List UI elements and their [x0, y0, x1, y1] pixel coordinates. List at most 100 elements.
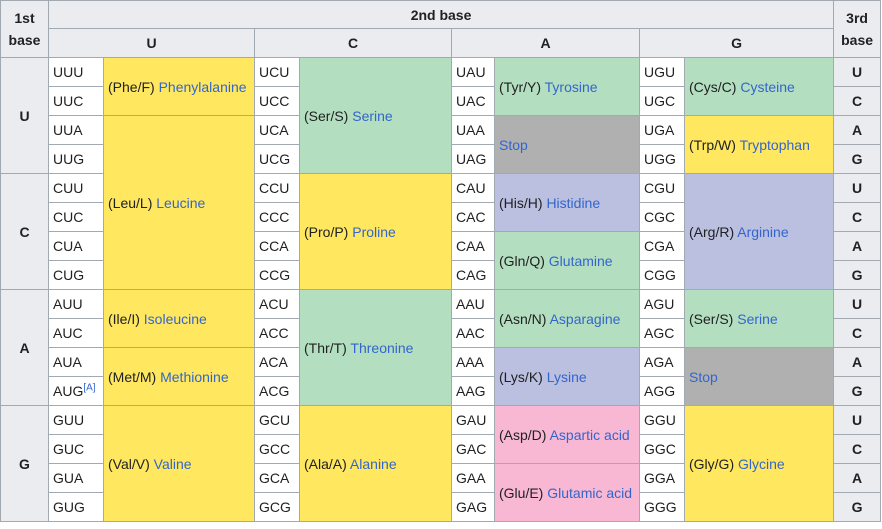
third-base-g: G — [833, 260, 882, 290]
codon-cell: AAA — [451, 347, 495, 377]
second-base-g: G — [638, 28, 835, 58]
aspartic-acid-link[interactable]: Aspartic acid — [549, 426, 630, 443]
phenylalanine-link[interactable]: Phenylalanine — [158, 78, 247, 95]
third-base-u: U — [833, 173, 882, 203]
glycine-link[interactable]: Glycine — [738, 455, 785, 472]
codon-text: AUG — [53, 383, 84, 399]
asparagine-link[interactable]: Asparagine — [549, 310, 621, 327]
serine-link[interactable]: Serine — [352, 107, 393, 124]
lysine-link[interactable]: Lysine — [546, 368, 587, 385]
aa-abbr: (Glu/E) — [499, 484, 544, 501]
leucine-link[interactable]: Leucine — [156, 194, 206, 211]
codon-cell: AAU — [451, 289, 495, 319]
codon-cell: CUG — [48, 260, 104, 290]
aa-abbr: (Gly/G) — [689, 455, 735, 472]
amino-acid-asp: (Asp/D) Aspartic acid — [494, 405, 640, 464]
third-base-a: A — [833, 463, 882, 493]
codon-cell: CCA — [254, 231, 300, 261]
aa-abbr: (Ser/S) — [689, 310, 734, 327]
aa-abbr: (Asp/D) — [499, 426, 547, 443]
codon-cell: UAC — [451, 86, 495, 116]
amino-acid-ser-2: (Ser/S) Serine — [683, 289, 835, 348]
codon-cell: AUA — [48, 347, 104, 377]
codon-cell: AGG — [639, 376, 685, 406]
third-base-u: U — [833, 57, 882, 87]
codon-cell: UAA — [451, 115, 495, 145]
footnote-link[interactable]: [A] — [83, 382, 96, 394]
arginine-link[interactable]: Arginine — [737, 223, 789, 240]
codon-cell: CCC — [254, 202, 300, 232]
codon-cell: GAC — [451, 434, 495, 464]
second-base-header: 2nd base — [47, 0, 835, 29]
second-base-c: C — [254, 28, 452, 58]
serine-link[interactable]: Serine — [737, 310, 778, 327]
codon-cell: UUC — [48, 86, 104, 116]
amino-acid-thr: (Thr/T) Threonine — [299, 289, 452, 406]
amino-acid-val: (Val/V) Valine — [103, 405, 255, 522]
third-base-header: 3rd base — [833, 0, 882, 58]
glutamine-link[interactable]: Glutamine — [548, 252, 613, 269]
codon-cell: UAG — [451, 144, 495, 174]
first-base-a: A — [0, 289, 49, 406]
codon-cell: AAG — [451, 376, 495, 406]
codon-cell: UGA — [639, 115, 685, 145]
aa-abbr: (Leu/L) — [108, 194, 153, 211]
aa-abbr: (Met/M) — [108, 368, 157, 385]
codon-cell: GUA — [48, 463, 104, 493]
codon-cell: ACU — [254, 289, 300, 319]
codon-cell: UCA — [254, 115, 300, 145]
codon-cell: CUC — [48, 202, 104, 232]
third-base-u: U — [833, 405, 882, 435]
second-base-u: U — [48, 28, 255, 58]
proline-link[interactable]: Proline — [352, 223, 396, 240]
amino-acid-tyr: (Tyr/Y) Tyrosine — [494, 57, 640, 116]
amino-acid-pro: (Pro/P) Proline — [299, 173, 452, 290]
aa-abbr: (Ala/A) — [304, 455, 347, 472]
tryptophan-link[interactable]: Tryptophan — [739, 136, 810, 153]
isoleucine-link[interactable]: Isoleucine — [143, 310, 207, 327]
codon-cell: GGA — [639, 463, 685, 493]
codon-cell: UUU — [48, 57, 104, 87]
amino-acid-cys: (Cys/C) Cysteine — [683, 57, 835, 116]
codon-cell: GCU — [254, 405, 300, 435]
first-base-c: C — [0, 173, 49, 290]
glutamic-acid-link[interactable]: Glutamic acid — [547, 484, 633, 501]
second-base-a: A — [451, 28, 640, 58]
codon-cell: CGA — [639, 231, 685, 261]
codon-cell: CAU — [451, 173, 495, 203]
codon-cell: CAG — [451, 260, 495, 290]
third-base-g: G — [833, 492, 882, 522]
third-base-a: A — [833, 347, 882, 377]
codon-cell: AUC — [48, 318, 104, 348]
valine-link[interactable]: Valine — [153, 455, 192, 472]
aa-abbr: (Tyr/Y) — [499, 78, 541, 95]
third-base-u: U — [833, 289, 882, 319]
methionine-link[interactable]: Methionine — [160, 368, 229, 385]
aa-abbr: (Ser/S) — [304, 107, 349, 124]
amino-acid-phe: (Phe/F) Phenylalanine — [103, 57, 255, 116]
codon-cell: UGU — [639, 57, 685, 87]
threonine-link[interactable]: Threonine — [350, 339, 414, 356]
tyrosine-link[interactable]: Tyrosine — [544, 78, 598, 95]
codon-cell: CAA — [451, 231, 495, 261]
amino-acid-ala: (Ala/A) Alanine — [299, 405, 452, 522]
codon-cell: GAU — [451, 405, 495, 435]
third-base-c: C — [833, 318, 882, 348]
codon-cell: AGU — [639, 289, 685, 319]
cysteine-link[interactable]: Cysteine — [740, 78, 795, 95]
amino-acid-gln: (Gln/Q) Glutamine — [494, 231, 640, 290]
amino-acid-ser: (Ser/S) Serine — [299, 57, 452, 174]
codon-cell: GCA — [254, 463, 300, 493]
alanine-link[interactable]: Alanine — [349, 455, 397, 472]
aa-abbr: (Cys/C) — [689, 78, 737, 95]
amino-acid-glu: (Glu/E) Glutamic acid — [494, 463, 640, 522]
amino-acid-asn: (Asn/N) Asparagine — [494, 289, 640, 348]
codon-cell: UGC — [639, 86, 685, 116]
histidine-link[interactable]: Histidine — [546, 194, 601, 211]
stop-link[interactable]: Stop — [499, 136, 528, 153]
aa-abbr: (Lys/K) — [499, 368, 543, 385]
stop-link[interactable]: Stop — [689, 368, 718, 385]
codon-cell: ACA — [254, 347, 300, 377]
first-base-header-line2: base — [8, 32, 41, 48]
codon-cell: AGC — [639, 318, 685, 348]
